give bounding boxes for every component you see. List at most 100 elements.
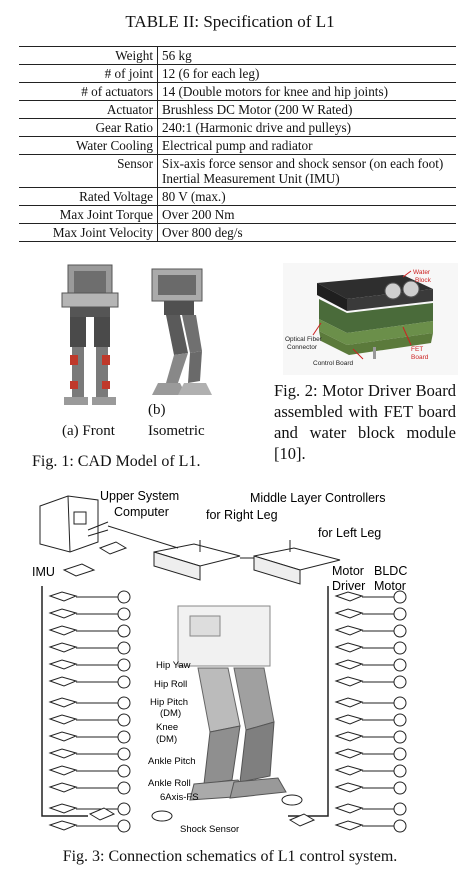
label-ankle-roll: Ankle Roll	[148, 778, 191, 789]
bldc-motor	[393, 802, 407, 816]
bldc-motor	[117, 590, 131, 604]
motor-driver	[48, 714, 78, 725]
robot-leg-illustration	[177, 605, 287, 801]
bldc-motor	[393, 675, 407, 689]
label-shock-sensor: Shock Sensor	[180, 824, 239, 835]
bldc-motor	[117, 747, 131, 761]
motor-driver	[334, 659, 364, 670]
motor-driver	[48, 748, 78, 759]
spec-value: Over 200 Nm	[158, 206, 457, 224]
spec-label: Max Joint Torque	[19, 205, 158, 224]
label-upper-system-1: Upper System	[100, 489, 179, 503]
bldc-motor	[117, 764, 131, 778]
bldc-motor	[117, 802, 131, 816]
label-upper-system-2: Computer	[114, 505, 169, 519]
shock-sensor-right	[281, 794, 303, 806]
bldc-motor	[393, 764, 407, 778]
spec-label: Gear Ratio	[19, 118, 158, 137]
motor-driver	[48, 591, 78, 602]
spec-value-text: 14 (Double motors for knee and hip joint…	[162, 84, 388, 99]
spec-row: # of joint 12 (6 for each leg)	[19, 64, 457, 83]
label-ankle-pitch: Ankle Pitch	[148, 756, 196, 767]
cad-model-figure	[61, 264, 212, 405]
bldc-motor	[117, 675, 131, 689]
front-label: (a) Front	[62, 423, 115, 439]
imu-device	[62, 563, 96, 577]
label-knee-1: Knee	[156, 722, 178, 733]
spec-value: 12 (6 for each leg)	[158, 65, 457, 83]
label-control-board: Control Board	[313, 360, 353, 367]
bldc-motor	[117, 624, 131, 638]
spec-value-text: 12 (6 for each leg)	[162, 66, 260, 81]
motor-driver	[334, 803, 364, 814]
label-hip-pitch-2: (DM)	[160, 708, 181, 719]
front-view-robot	[61, 264, 119, 405]
motor-driver	[48, 731, 78, 742]
motor-driver	[334, 820, 364, 831]
spec-value: Electrical pump and radiator	[158, 137, 457, 155]
label-six-axis: 6Axis-FS	[160, 792, 199, 803]
spec-value: Six-axis force sensor and shock sensor (…	[158, 155, 457, 188]
spec-label: Max Joint Velocity	[19, 223, 158, 242]
spec-row: Gear Ratio 240:1 (Harmonic drive and pull…	[19, 118, 456, 137]
label-knee-2: (DM)	[156, 734, 177, 745]
spec-label: # of actuators	[19, 82, 158, 101]
label-hip-yaw: Hip Yaw	[156, 660, 191, 671]
fig1-caption: Fig. 1: CAD Model of L1.	[32, 453, 201, 470]
bldc-motor	[393, 607, 407, 621]
label-optical-1: Optical Fiber	[285, 336, 323, 343]
label-fet-1: FET	[411, 346, 423, 353]
spec-value: Over 800 deg/s	[158, 224, 457, 242]
spec-value: 56 kg	[158, 47, 457, 65]
left-motor-stack	[48, 590, 131, 833]
spec-value-text: Over 800 deg/s	[162, 225, 243, 240]
motor-driver	[334, 697, 364, 708]
motor-driver	[334, 608, 364, 619]
bldc-motor	[117, 696, 131, 710]
spec-label: Weight	[19, 46, 158, 65]
spec-value-text: Brushless DC Motor (200 W Rated)	[162, 102, 353, 117]
bldc-motor	[117, 658, 131, 672]
spec-label: Sensor	[19, 154, 158, 188]
motor-driver	[48, 782, 78, 793]
motor-driver	[48, 765, 78, 776]
fig2-caption: Fig. 2: Motor Driver Board assembled wit…	[274, 381, 456, 463]
spec-value-text-2: Inertial Measurement Unit (IMU)	[162, 171, 340, 186]
fig3-caption: Fig. 3: Connection schematics of L1 cont…	[62, 848, 398, 865]
label-water: Water	[413, 269, 431, 276]
spec-label: Rated Voltage	[19, 187, 158, 206]
bldc-motor	[117, 730, 131, 744]
isometric-view-robot	[151, 268, 212, 395]
motor-driver	[334, 676, 364, 687]
motor-driver	[334, 765, 364, 776]
bldc-motor	[393, 696, 407, 710]
motor-driver	[334, 625, 364, 636]
bldc-motor	[393, 819, 407, 833]
label-bldc-1: BLDC	[374, 564, 407, 578]
motor-driver	[48, 642, 78, 653]
motor-driver	[48, 697, 78, 708]
bldc-motor	[117, 641, 131, 655]
isometric-label: Isometric	[148, 423, 205, 439]
spec-value-text: 56 kg	[162, 48, 192, 63]
spec-value: 14 (Double motors for knee and hip joint…	[158, 83, 457, 101]
label-middle-layer: Middle Layer Controllers	[250, 491, 385, 505]
spec-value: 80 V (max.)	[158, 188, 457, 206]
spec-value-text: 240:1 (Harmonic drive and pulleys)	[162, 120, 351, 135]
shock-sensor-left	[151, 810, 173, 822]
bldc-motor	[117, 781, 131, 795]
spec-value-text: 80 V (max.)	[162, 189, 226, 204]
motor-driver	[48, 803, 78, 814]
motor-driver	[48, 820, 78, 831]
table-title: TABLE II: Specification of L1	[125, 12, 335, 31]
label-hip-pitch-1: Hip Pitch	[150, 697, 188, 708]
label-imu: IMU	[32, 565, 55, 579]
spec-row: # of actuators 14 (Double motors for knee…	[19, 82, 457, 101]
motor-driver	[48, 676, 78, 687]
spec-row: Weight 56 kg	[19, 46, 457, 65]
bldc-motor	[117, 819, 131, 833]
label-right-leg: for Right Leg	[206, 508, 278, 522]
upper-system-computer	[39, 495, 109, 553]
motor-driver	[48, 659, 78, 670]
bldc-motor	[393, 747, 407, 761]
